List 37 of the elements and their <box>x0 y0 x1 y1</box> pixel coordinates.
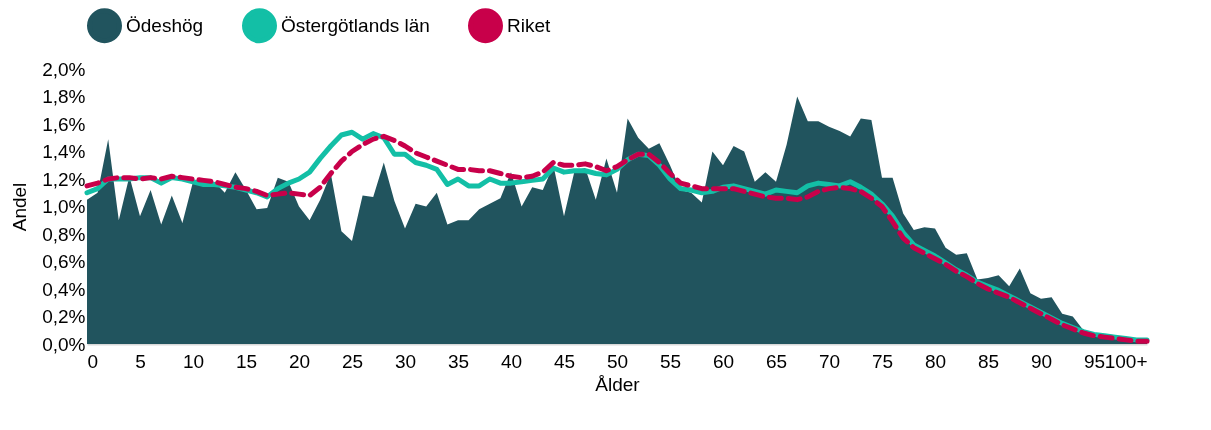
y-tick-label: 0,4% <box>42 278 86 300</box>
x-tick-label: 40 <box>500 350 523 372</box>
y-tick-label: 0,0% <box>42 333 86 355</box>
y-tick-label: 1,4% <box>42 141 86 162</box>
y-tick-label: 1,0% <box>42 196 86 217</box>
x-tick-label: 15 <box>235 350 258 372</box>
legend-label: Ödeshög <box>126 14 204 36</box>
x-tick-label: 95 <box>1083 350 1106 372</box>
x-tick-label: 20 <box>288 350 311 372</box>
x-tick-label: 0 <box>87 350 99 372</box>
y-tick-label: 0,8% <box>42 223 86 245</box>
x-tick-label: 60 <box>712 350 735 372</box>
x-tick-label: 70 <box>818 350 841 372</box>
x-tick-label: 100+ <box>1104 350 1148 372</box>
y-tick-label: 2,0% <box>42 58 86 80</box>
x-tick-label: 10 <box>182 350 205 372</box>
x-tick-label: 5 <box>135 350 146 372</box>
y-tick-label: 0,2% <box>42 306 86 327</box>
y-tick-label: 0,6% <box>42 251 86 272</box>
x-tick-label: 90 <box>1030 350 1053 372</box>
x-axis-title: Ålder <box>595 373 641 395</box>
legend-label: Östergötlands län <box>281 14 430 36</box>
x-tick-label: 30 <box>394 350 417 372</box>
x-tick-label: 25 <box>341 350 364 372</box>
x-tick-label: 50 <box>606 350 629 372</box>
x-tick-label: 35 <box>447 350 470 372</box>
y-tick-label: 1,8% <box>42 86 86 107</box>
x-tick-label: 45 <box>553 350 576 372</box>
y-tick-label: 1,6% <box>42 113 86 135</box>
y-tick-label: 1,2% <box>42 168 86 190</box>
x-tick-label: 80 <box>924 350 947 372</box>
x-tick-label: 75 <box>871 350 894 372</box>
y-axis-title: Andel <box>9 182 31 232</box>
legend-label: Riket <box>507 14 552 36</box>
x-tick-label: 85 <box>977 350 1000 372</box>
x-tick-label: 55 <box>659 350 682 372</box>
x-tick-label: 65 <box>765 350 788 372</box>
